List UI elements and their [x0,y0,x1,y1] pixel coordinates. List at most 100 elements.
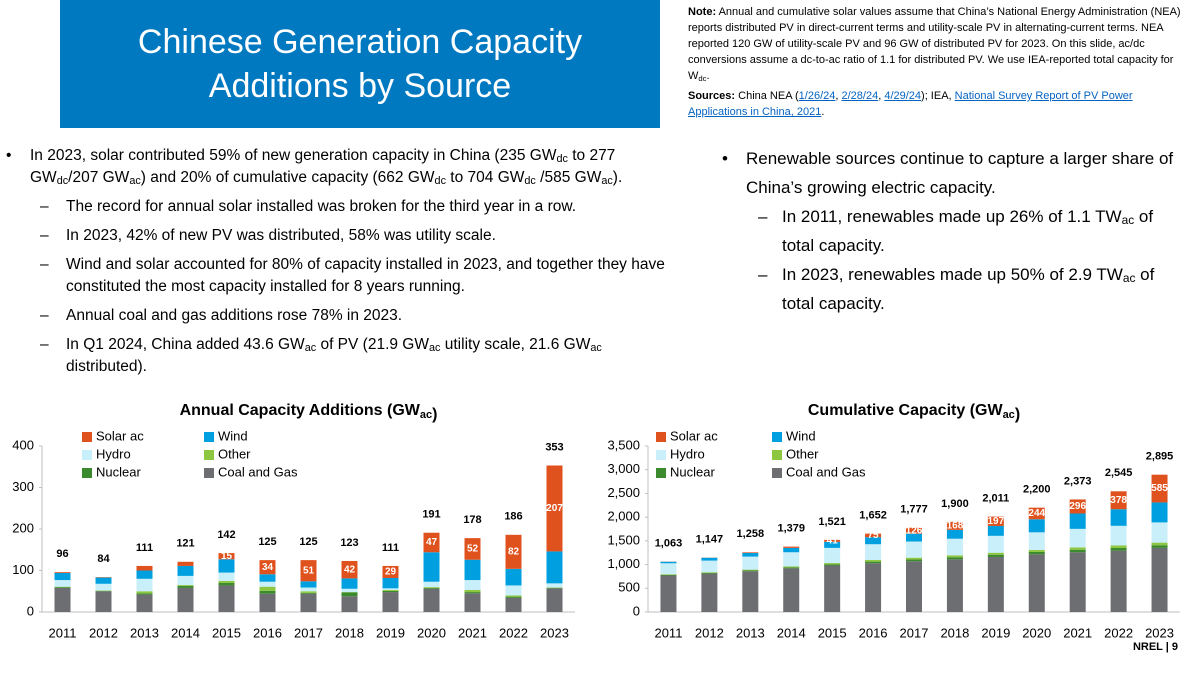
text: , [835,90,842,102]
title-text: Annual Capacity Additions (GW [180,402,421,419]
sources: Sources: China NEA (1/26/24, 2/28/24, 4/… [688,88,1193,120]
legend-label: Coal and Gas [786,464,866,479]
x-tick-label: 2011 [49,625,77,640]
legend-swatch [656,468,666,478]
bar-segment [259,586,276,591]
bar-segment [946,555,963,558]
bar-segment [300,593,317,612]
total-label: 125 [299,536,317,548]
bar-segment [505,534,522,569]
bar-segment [742,570,759,572]
bar-segment [701,557,718,561]
y-tick-label: 3,500 [607,437,640,452]
bar-segment [783,567,800,569]
legend-swatch [204,432,214,442]
y-tick-label: 500 [618,580,640,595]
sources-label: Sources: [688,90,736,102]
bar-segment [300,587,317,592]
x-tick-label: 2012 [695,625,724,640]
text: Renewable sources continue to capture a … [746,149,1174,197]
bar-segment [824,541,841,548]
bar-segment [300,560,317,582]
text: ); IEA, [921,90,955,102]
bar-segment [906,557,922,560]
bar-segment [783,552,800,567]
legend-swatch [772,450,782,460]
legend-swatch [204,450,214,460]
bar-segment [341,588,358,593]
sub-bullet: In 2023, renewables made up 50% of 2.9 T… [722,260,1187,318]
total-label: 1,652 [859,510,887,522]
link[interactable]: 1/26/24 [798,90,836,102]
total-label: 2,200 [1023,484,1051,496]
total-label: 191 [422,509,440,521]
subscript: ac [129,175,141,187]
total-label: 2,545 [1105,467,1133,479]
text: In 2023, renewables made up 50% of 2.9 T… [782,265,1123,284]
bar-segment [423,587,440,588]
bar-segment [865,537,882,545]
bar-label: 51 [303,565,315,576]
link[interactable]: 2/28/24 [841,90,879,102]
x-tick-label: 2022 [1104,625,1133,640]
bar-segment [660,574,677,576]
text: In 2023, 42% of new PV was distributed, … [66,227,496,244]
right-bullets: Renewable sources continue to capture a … [722,144,1187,318]
bar-segment [259,590,276,594]
bar-segment [660,561,677,564]
total-label: 186 [504,511,522,523]
bar-segment [865,563,882,612]
bar-segment [382,590,399,593]
legend-swatch [82,432,92,442]
y-tick-label: 0 [633,603,640,618]
link[interactable]: 4/29/24 [884,90,922,102]
x-tick-label: 2015 [212,625,241,640]
bar-segment [865,559,882,562]
bar-segment [701,573,718,612]
sub-bullet: Wind and solar accounted for 80% of capa… [6,254,686,298]
total-label: 96 [56,548,68,560]
bar-label: 15 [221,551,233,562]
bar-segment [742,552,759,557]
subscript: ac [304,342,317,354]
sub-bullet: The record for annual solar installed wa… [6,196,686,218]
total-label: 111 [136,542,153,554]
bar-segment [701,572,718,573]
note: Note: Annual and cumulative solar values… [688,4,1193,84]
bar-segment [1151,474,1168,503]
bullet: In 2023, solar contributed 59% of new ge… [6,145,686,189]
chart-title: Annual Capacity Additions (GWac) [180,402,438,423]
bar-segment [1069,499,1086,514]
title-subscript: ac [420,409,432,421]
subscript: ac [1121,213,1135,227]
bar-segment [1069,528,1086,548]
text: distributed). [66,358,147,375]
total-label: 1,900 [941,498,969,510]
text: Annual coal and gas additions rose 78% i… [66,307,403,324]
y-tick-label: 400 [12,437,34,452]
total-label: 142 [217,529,235,541]
y-tick-label: 2,500 [607,485,640,500]
bar-segment [1028,507,1045,520]
x-tick-label: 2019 [981,625,1010,640]
bar-segment [824,564,841,566]
x-tick-label: 2014 [171,625,200,640]
y-tick-label: 1,000 [607,556,640,571]
link[interactable]: National Survey Report of PV Power Appli… [688,90,1133,118]
total-label: 125 [258,536,276,548]
bar-segment [824,539,841,542]
bar-segment [1110,547,1127,551]
bar-segment [987,554,1004,557]
bar-segment [464,592,481,594]
bar-label: 52 [467,544,479,555]
legend-swatch [82,450,92,460]
bar-segment [177,587,194,612]
bar-segment [218,585,235,612]
x-tick-label: 2020 [1022,625,1051,640]
total-label: 2,373 [1064,475,1092,487]
legend-label: Nuclear [96,464,141,479]
bar-segment [1151,547,1168,612]
bar-segment [824,565,841,612]
bar-segment [300,581,317,588]
x-tick-label: 2023 [540,625,569,640]
